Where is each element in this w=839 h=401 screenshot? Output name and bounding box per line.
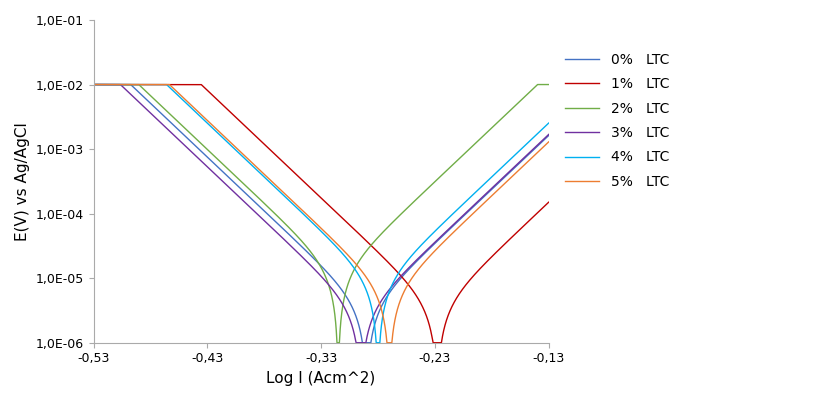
3%   LTC	[171, 135, 181, 140]
4%   LTC	[88, 82, 98, 87]
5%   LTC	[88, 82, 98, 87]
0%   LTC	[384, 290, 394, 295]
1%   LTC	[384, 261, 394, 266]
Line: 2%   LTC: 2% LTC	[93, 85, 549, 343]
Line: 4%   LTC: 4% LTC	[93, 85, 549, 343]
0%   LTC	[357, 340, 367, 345]
4%   LTC	[463, 197, 473, 202]
4%   LTC	[428, 231, 438, 235]
5%   LTC	[171, 89, 181, 93]
4%   LTC	[362, 288, 372, 293]
3%   LTC	[88, 82, 98, 87]
2%   LTC	[544, 82, 554, 87]
2%   LTC	[88, 82, 98, 87]
5%   LTC	[463, 216, 473, 221]
Line: 0%   LTC: 0% LTC	[93, 85, 549, 343]
1%   LTC	[362, 239, 372, 243]
2%   LTC	[332, 340, 342, 345]
0%   LTC	[263, 211, 273, 216]
X-axis label: Log I (Acm^2): Log I (Acm^2)	[267, 371, 376, 386]
3%   LTC	[544, 132, 554, 137]
4%   LTC	[371, 340, 381, 345]
Line: 5%   LTC: 5% LTC	[93, 85, 549, 343]
0%   LTC	[463, 210, 473, 215]
3%   LTC	[428, 241, 438, 246]
5%   LTC	[362, 275, 372, 280]
4%   LTC	[171, 91, 181, 96]
1%   LTC	[544, 200, 554, 205]
1%   LTC	[428, 340, 438, 345]
5%   LTC	[544, 140, 554, 144]
5%   LTC	[428, 250, 438, 255]
2%   LTC	[463, 148, 473, 153]
Line: 1%   LTC: 1% LTC	[93, 85, 549, 343]
1%   LTC	[171, 82, 181, 87]
5%   LTC	[263, 175, 273, 180]
2%   LTC	[263, 204, 273, 209]
5%   LTC	[384, 340, 394, 345]
0%   LTC	[171, 125, 181, 130]
0%   LTC	[544, 133, 554, 138]
2%   LTC	[428, 181, 438, 186]
Legend: 0%   LTC, 1%   LTC, 2%   LTC, 3%   LTC, 4%   LTC, 5%   LTC: 0% LTC, 1% LTC, 2% LTC, 3% LTC, 4% LTC, …	[565, 53, 669, 189]
3%   LTC	[463, 209, 473, 213]
3%   LTC	[263, 221, 273, 226]
Y-axis label: E(V) vs Ag/AgCl: E(V) vs Ag/AgCl	[15, 122, 30, 241]
3%   LTC	[351, 340, 361, 345]
1%   LTC	[88, 82, 98, 87]
5%   LTC	[382, 340, 392, 345]
1%   LTC	[463, 280, 473, 285]
2%   LTC	[362, 248, 372, 253]
2%   LTC	[171, 117, 181, 122]
3%   LTC	[384, 287, 394, 292]
4%   LTC	[544, 121, 554, 126]
1%   LTC	[263, 145, 273, 150]
1%   LTC	[428, 340, 438, 345]
4%   LTC	[384, 288, 394, 293]
0%   LTC	[428, 243, 438, 247]
3%   LTC	[362, 336, 372, 341]
4%   LTC	[263, 178, 273, 182]
2%   LTC	[384, 223, 394, 228]
Line: 3%   LTC: 3% LTC	[93, 85, 549, 343]
0%   LTC	[362, 340, 372, 345]
0%   LTC	[88, 82, 98, 87]
